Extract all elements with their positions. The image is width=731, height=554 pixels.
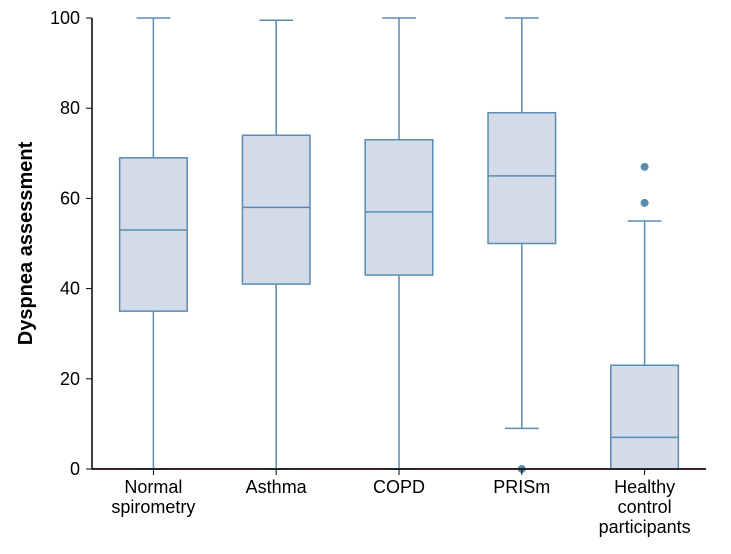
ytick-label: 60	[60, 188, 80, 208]
ytick-label: 100	[50, 8, 80, 28]
ytick-label: 0	[70, 459, 80, 479]
boxplot-chart: Normalspirometry Asthma COPD PRISm Healthyco…	[0, 0, 731, 554]
category-label: COPD	[373, 477, 425, 497]
category-label: Asthma	[246, 477, 308, 497]
category-label: control	[618, 497, 672, 517]
y-axis-label: Dyspnea assessment	[15, 141, 37, 345]
category-label: Healthy	[614, 477, 675, 497]
category-label: participants	[599, 517, 691, 537]
ytick-label: 80	[60, 98, 80, 118]
category-label: spirometry	[111, 497, 195, 517]
ytick-label: 40	[60, 279, 80, 299]
ytick-label: 20	[60, 369, 80, 389]
category-label: Normal	[124, 477, 182, 497]
category-label: PRISm	[493, 477, 550, 497]
